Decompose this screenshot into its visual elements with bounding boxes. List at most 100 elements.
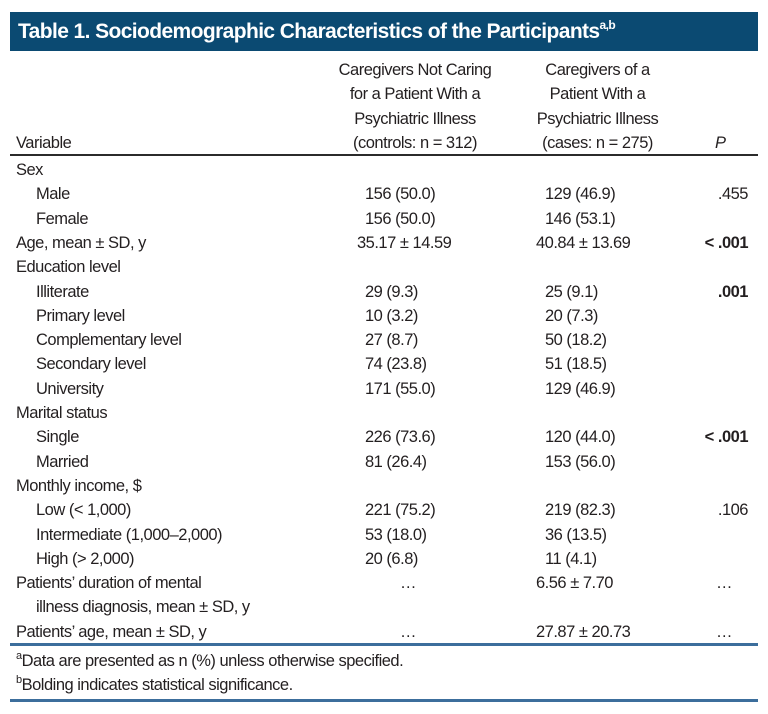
row-label: Single: [36, 428, 79, 447]
header-p: P: [715, 134, 726, 152]
controls-value: 10 (3.2): [365, 306, 418, 325]
row-label: High (> 2,000): [36, 549, 135, 568]
header-controls-line: Psychiatric Illness: [354, 109, 476, 128]
table-title-text: Table 1. Sociodemographic Characteristic…: [18, 20, 600, 43]
p-value: .106: [717, 501, 749, 520]
row-label: Primary level: [36, 306, 125, 325]
cases-value: 120 (44.0): [545, 428, 616, 447]
table-row: Illiterate 29 (9.3) 25 (9.1) .001: [0, 280, 768, 304]
row-label: Intermediate (1,000–2,000): [36, 525, 223, 544]
header-rule: [10, 154, 758, 156]
controls-value: 35.17 ± 14.59: [357, 233, 452, 252]
header-controls: Caregivers Not Caring for a Patient With…: [315, 58, 515, 155]
header-cases-line: Patient With a: [549, 85, 646, 104]
controls-value: 53 (18.0): [365, 525, 427, 544]
footnote-text: Data are presented as n (%) unless other…: [21, 652, 404, 670]
header-controls-line: (controls: n = 312): [353, 133, 477, 152]
p-value: .455: [717, 185, 749, 204]
cases-value: 129 (46.9): [545, 379, 616, 398]
row-label: Marital status: [16, 404, 108, 422]
controls-value: 171 (55.0): [365, 379, 436, 398]
cases-value: 11 (4.1): [545, 549, 597, 568]
table-bottom-rule: [10, 643, 758, 646]
controls-value: 27 (8.7): [365, 331, 418, 350]
table-row: illness diagnosis, mean ± SD, y: [0, 595, 768, 619]
p-value: < .001: [704, 428, 749, 447]
controls-value: …: [400, 574, 417, 593]
title-footnote-marks: a,b: [599, 18, 616, 32]
header-cases-line: (cases: n = 275): [542, 133, 653, 152]
footnote-mark: a: [16, 650, 22, 662]
table-row: Marital status: [0, 401, 768, 425]
row-label: Education level: [16, 258, 121, 277]
controls-value: 221 (75.2): [365, 501, 436, 520]
cases-value: 50 (18.2): [545, 331, 607, 350]
table-row: Intermediate (1,000–2,000) 53 (18.0) 36 (1…: [0, 523, 768, 547]
table-row: Married 81 (26.4) 153 (56.0): [0, 450, 768, 474]
cases-value: 6.56 ± 7.70: [536, 574, 613, 593]
controls-value: 81 (26.4): [365, 452, 427, 471]
row-label: Patients’ duration of mental: [16, 574, 202, 593]
controls-value: …: [400, 622, 417, 641]
table-row: Single 226 (73.6) 120 (44.0) < .001: [0, 425, 768, 449]
footnote-bottom-rule: [10, 699, 758, 702]
table-row: High (> 2,000) 20 (6.8) 11 (4.1): [0, 547, 768, 571]
row-label: Illiterate: [36, 282, 89, 301]
header-controls-line: for a Patient With a: [349, 85, 481, 104]
header-variable: Variable: [16, 134, 72, 152]
table-row: Male 156 (50.0) 129 (46.9) .455: [0, 182, 768, 206]
row-label: Patients’ age, mean ± SD, y: [16, 622, 207, 641]
header-cases: Caregivers of a Patient With a Psychiatr…: [515, 58, 680, 155]
row-label: Secondary level: [36, 355, 146, 374]
cases-value: 27.87 ± 20.73: [536, 622, 631, 641]
cases-value: 146 (53.1): [545, 209, 616, 228]
row-label: Female: [36, 209, 89, 228]
row-label: Sex: [16, 161, 43, 179]
cases-value: 36 (13.5): [545, 525, 607, 544]
controls-value: 156 (50.0): [365, 185, 436, 204]
header-controls-line: Caregivers Not Caring: [338, 61, 492, 79]
footnote-text: Bolding indicates statistical significan…: [21, 676, 294, 694]
table-row: Female 156 (50.0) 146 (53.1): [0, 207, 768, 231]
cases-value: 40.84 ± 13.69: [536, 233, 631, 252]
cases-value: 51 (18.5): [545, 355, 607, 374]
row-label: Married: [36, 452, 89, 471]
p-value: …: [716, 574, 733, 593]
table-row: Education level: [0, 255, 768, 279]
controls-value: 74 (23.8): [365, 355, 427, 374]
table-row: Monthly income, $: [0, 474, 768, 498]
p-value: .001: [717, 282, 749, 301]
footnote-mark: b: [16, 674, 22, 686]
footnote-a: aData are presented as n (%) unless othe…: [16, 649, 404, 673]
table-row: Low (< 1,000) 221 (75.2) 219 (82.3) .106: [0, 498, 768, 522]
footnote-b: bBolding indicates statistical significa…: [16, 673, 293, 697]
cases-value: 129 (46.9): [545, 185, 616, 204]
table-row: Patients’ age, mean ± SD, y … 27.87 ± 20.7…: [0, 620, 768, 644]
row-label: Low (< 1,000): [36, 501, 131, 520]
cases-value: 20 (7.3): [545, 306, 598, 325]
table-title: Table 1. Sociodemographic Characteristic…: [10, 12, 758, 51]
row-label: Complementary level: [36, 331, 182, 350]
controls-value: 226 (73.6): [365, 428, 436, 447]
row-label: University: [36, 379, 104, 398]
table-row: Primary level 10 (3.2) 20 (7.3): [0, 304, 768, 328]
cases-value: 153 (56.0): [545, 452, 616, 471]
cases-value: 219 (82.3): [545, 501, 616, 520]
p-value: …: [716, 622, 733, 641]
table-row: Sex: [0, 158, 768, 182]
table-row: Patients’ duration of mental … 6.56 ± 7.70…: [0, 571, 768, 595]
controls-value: 29 (9.3): [365, 282, 418, 301]
row-label: Male: [36, 185, 70, 204]
table-row: Age, mean ± SD, y 35.17 ± 14.59 40.84 ± 13…: [0, 231, 768, 255]
table-row: Secondary level 74 (23.8) 51 (18.5): [0, 352, 768, 376]
cases-value: 25 (9.1): [545, 282, 598, 301]
row-label: illness diagnosis, mean ± SD, y: [36, 598, 250, 617]
row-label: Age, mean ± SD, y: [16, 233, 146, 252]
table-row: University 171 (55.0) 129 (46.9): [0, 377, 768, 401]
row-label: Monthly income, $: [16, 476, 142, 495]
p-value: < .001: [704, 233, 749, 252]
header-cases-line: Caregivers of a: [545, 61, 650, 79]
controls-value: 156 (50.0): [365, 209, 436, 228]
controls-value: 20 (6.8): [365, 549, 418, 568]
table-row: Complementary level 27 (8.7) 50 (18.2): [0, 328, 768, 352]
